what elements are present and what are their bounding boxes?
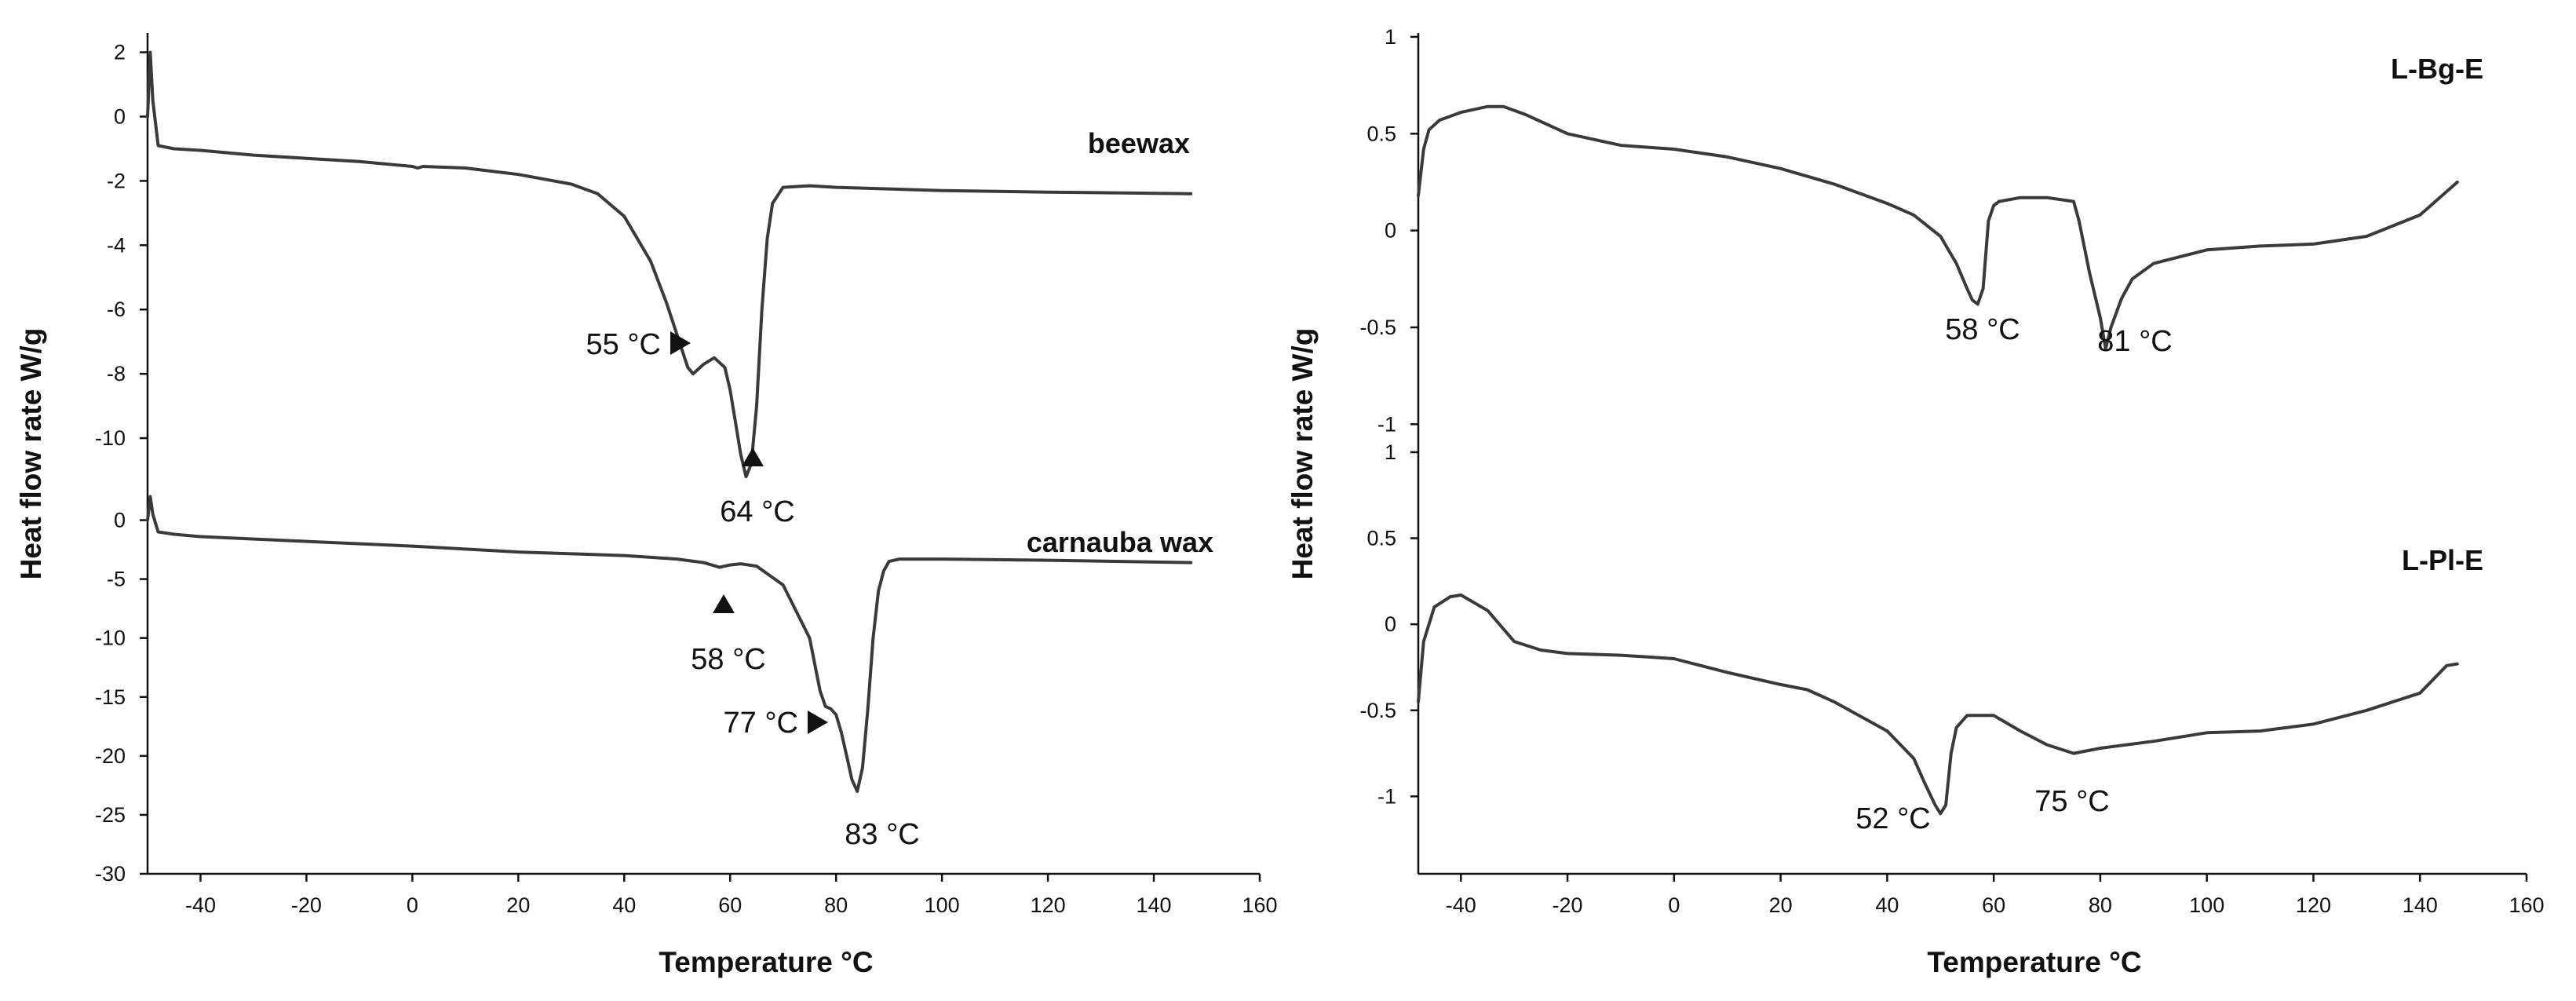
carnauba-wax-label: carnauba wax	[1027, 526, 1213, 558]
right-y-tick-label: -0.5	[1359, 699, 1396, 722]
left-y-tick-label: 0	[114, 104, 126, 128]
annotation-64C: 64 °C	[720, 448, 795, 528]
annotation-77C-label: 77 °C	[724, 707, 798, 740]
annotation-58C-right-label: 58 °C	[1945, 313, 2020, 346]
left-x-tick-label: 140	[1137, 893, 1172, 917]
right-y-tick-label: 1	[1385, 25, 1396, 49]
right-x-tick-label: 120	[2296, 893, 2331, 917]
right-x-tick-label: -20	[1553, 893, 1583, 917]
left-y-tick-label: -6	[107, 298, 126, 321]
right-x-tick-label: 100	[2189, 893, 2224, 917]
right-x-ticks: -40 -20 0 20 40 60 80 100 120 140 160	[1446, 874, 2545, 917]
l-pl-e-label: L-Pl-E	[2402, 544, 2483, 576]
left-x-tick-label: 40	[612, 893, 636, 917]
left-x-ticks: -40 -20 0 20 40 60 80 100 120 140 160	[185, 874, 1278, 917]
left-y-ticks-beewax: 2 0 -2 -4 -6 -8 -10	[95, 41, 148, 450]
right-y-tick-label: 0	[1385, 612, 1396, 636]
annotation-64C-label: 64 °C	[720, 495, 794, 528]
l-pl-e-curve	[1417, 593, 2459, 816]
right-y-tick-label: 0	[1385, 219, 1396, 243]
right-y-tick-label: 1	[1385, 440, 1396, 464]
left-y-tick-label: -30	[95, 862, 126, 886]
l-bg-e-label: L-Bg-E	[2391, 53, 2483, 85]
l-bg-e-curve	[1417, 104, 2459, 351]
right-y-ticks-lple: 1 0.5 0 -0.5 -1	[1359, 440, 1418, 808]
left-x-tick-label: -40	[185, 893, 216, 917]
left-y-tick-label: 2	[114, 41, 126, 64]
right-x-tick-label: 80	[2089, 893, 2112, 917]
right-y-tick-label: -0.5	[1359, 316, 1396, 339]
annotation-77C: 77 °C	[724, 707, 828, 740]
left-y-tick-label: -10	[95, 426, 126, 450]
beewax-label: beewax	[1088, 127, 1190, 159]
left-x-tick-label: 80	[824, 893, 848, 917]
right-y-ticks-lbge: 1 0.5 0 -0.5 -1	[1359, 25, 1418, 436]
left-x-tick-label: 160	[1242, 893, 1277, 917]
left-y-ticks-carnauba: 0 -5 -10 -15 -20 -25 -30	[95, 509, 148, 886]
annotation-55C-label: 55 °C	[586, 328, 661, 361]
annotation-75C-label: 75 °C	[2034, 785, 2109, 818]
left-x-tick-label: 100	[925, 893, 960, 917]
left-y-tick-label: -5	[107, 568, 126, 591]
right-x-tick-label: 60	[1982, 893, 2005, 917]
annotation-55C: 55 °C	[586, 328, 691, 361]
right-x-tick-label: 20	[1769, 893, 1793, 917]
right-x-tick-label: 140	[2403, 893, 2438, 917]
left-y-tick-label: -25	[95, 803, 126, 827]
left-y-tick-label: 0	[114, 509, 126, 532]
left-y-tick-label: -20	[95, 744, 126, 768]
right-x-axis-label: Temperature °C	[1927, 946, 2141, 978]
left-y-tick-label: -8	[107, 362, 126, 385]
annotation-58C-left-label: 58 °C	[691, 643, 765, 676]
right-y-tick-label: 0.5	[1366, 122, 1396, 145]
beewax-curve	[146, 50, 1193, 479]
arrow-64C-marker	[742, 448, 764, 466]
left-y-tick-label: -15	[95, 685, 126, 709]
left-x-axis-label: Temperature °C	[659, 946, 873, 978]
arrow-77C-marker	[808, 711, 828, 734]
right-y-axis-label: Heat flow rate W/g	[1286, 328, 1319, 580]
right-x-tick-label: 40	[1875, 893, 1899, 917]
annotation-83C-label: 83 °C	[845, 818, 919, 851]
left-x-tick-label: -20	[291, 893, 322, 917]
left-y-axis-label: Heat flow rate W/g	[15, 328, 47, 580]
left-panel: -40 -20 0 20 40 60 80 100 120 140 160 20-2-4-6-8-1…	[15, 33, 1278, 978]
annotation-81C-label: 81 °C	[2097, 325, 2172, 358]
right-x-tick-label: 0	[1668, 893, 1680, 917]
annotation-58C-left: 58 °C	[691, 594, 766, 676]
right-x-tick-label: 160	[2508, 893, 2544, 917]
left-y-tick-label: -2	[107, 169, 126, 192]
left-y-tick-label: -10	[95, 627, 126, 650]
carnauba-wax-curve	[146, 495, 1193, 793]
right-y-tick-label: 0.5	[1366, 527, 1396, 550]
left-x-tick-label: 20	[506, 893, 530, 917]
left-y-tick-label: -4	[107, 233, 126, 257]
arrow-55C-marker	[670, 331, 691, 355]
left-x-tick-label: 120	[1031, 893, 1066, 917]
annotation-52C-label: 52 °C	[1855, 802, 1930, 835]
right-y-tick-label: -1	[1377, 412, 1396, 436]
right-y-tick-label: -1	[1377, 784, 1396, 808]
left-x-tick-label: 0	[407, 893, 418, 917]
right-panel: -40 -20 0 20 40 60 80 100 120 140 160 10.50-0.5-1 …	[1286, 25, 2545, 978]
left-x-tick-label: 60	[718, 893, 742, 917]
arrow-58C-marker	[713, 594, 735, 613]
right-x-tick-label: -40	[1446, 893, 1476, 917]
